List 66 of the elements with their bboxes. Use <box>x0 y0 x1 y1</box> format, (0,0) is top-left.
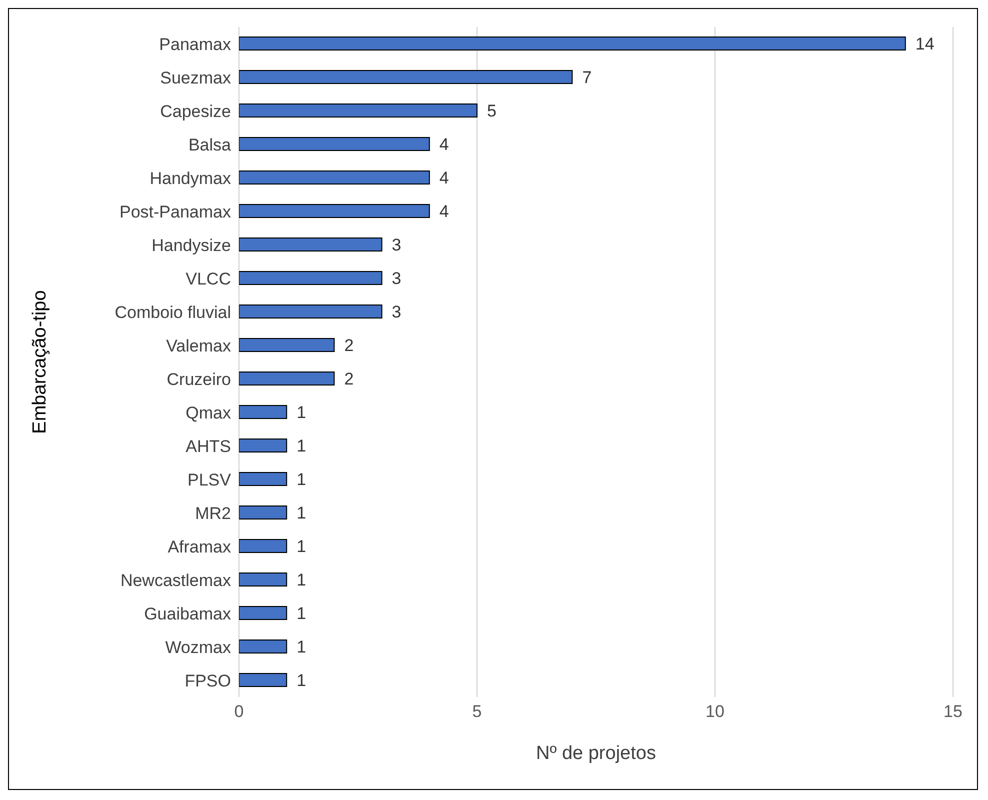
data-label: 14 <box>915 34 934 54</box>
bar <box>239 137 430 151</box>
y-tick-label: Wozmax <box>165 638 232 657</box>
bar <box>239 170 430 184</box>
data-label: 3 <box>392 302 402 322</box>
y-tick-label: Post-Panamax <box>120 202 232 222</box>
y-tick-label: PLSV <box>188 470 232 490</box>
bar <box>239 438 288 452</box>
data-label: 1 <box>296 604 306 624</box>
y-tick-label: Newcastlemax <box>120 570 232 590</box>
y-tick-label: Cruzeiro <box>166 370 231 389</box>
y-tick-label: Comboio fluvial <box>114 302 231 322</box>
data-label: 1 <box>296 570 306 590</box>
bar <box>239 539 288 553</box>
y-tick-label: VLCC <box>186 269 231 288</box>
data-label: 1 <box>296 638 306 657</box>
y-tick-label: Handymax <box>150 168 232 188</box>
bar <box>239 36 906 50</box>
bar <box>239 673 288 687</box>
data-label: 2 <box>344 370 354 389</box>
bar <box>239 70 573 84</box>
y-tick-label: Valemax <box>166 336 232 356</box>
bar <box>239 204 430 218</box>
data-label: 1 <box>296 470 306 490</box>
y-axis-title: Embarcação-tipo <box>30 290 51 434</box>
x-tick-label: 10 <box>706 702 724 722</box>
bar <box>239 606 288 620</box>
bar <box>239 238 382 252</box>
data-label: 1 <box>296 504 306 523</box>
y-tick-label: MR2 <box>195 504 231 523</box>
bar <box>239 572 288 586</box>
data-label: 4 <box>439 168 449 188</box>
data-label: 1 <box>296 671 306 690</box>
y-tick-label: FPSO <box>184 671 231 690</box>
x-tick-label: 15 <box>944 702 962 722</box>
data-label: 3 <box>392 269 402 288</box>
data-label: 1 <box>296 403 306 422</box>
data-label: 4 <box>439 202 449 222</box>
data-label: 1 <box>296 537 306 556</box>
y-tick-label: Balsa <box>188 135 232 154</box>
bar <box>239 304 382 318</box>
bar <box>239 506 288 520</box>
y-tick-label: Guaibamax <box>144 604 232 624</box>
bar <box>239 338 335 352</box>
bar <box>239 405 288 419</box>
bar <box>239 372 335 386</box>
y-tick-label: Suezmax <box>160 68 232 88</box>
bar <box>239 271 382 285</box>
data-label: 3 <box>392 236 402 255</box>
x-tick-label: 5 <box>472 702 482 722</box>
y-tick-label: Aframax <box>168 537 232 556</box>
y-tick-label: AHTS <box>186 436 231 456</box>
bar <box>239 104 478 118</box>
y-tick-label: Panamax <box>159 34 232 54</box>
data-label: 7 <box>582 68 592 88</box>
y-tick-label: Handysize <box>152 236 231 255</box>
data-label: 1 <box>296 436 306 456</box>
y-tick-label: Capesize <box>160 102 231 121</box>
x-axis-title: Nº de projetos <box>536 743 656 764</box>
bar <box>239 640 288 654</box>
data-label: 5 <box>487 102 496 121</box>
data-label: 2 <box>344 336 354 356</box>
y-tick-label: Qmax <box>186 403 232 422</box>
x-tick-label: 0 <box>234 702 244 722</box>
bar <box>239 472 288 486</box>
data-label: 4 <box>439 135 449 154</box>
